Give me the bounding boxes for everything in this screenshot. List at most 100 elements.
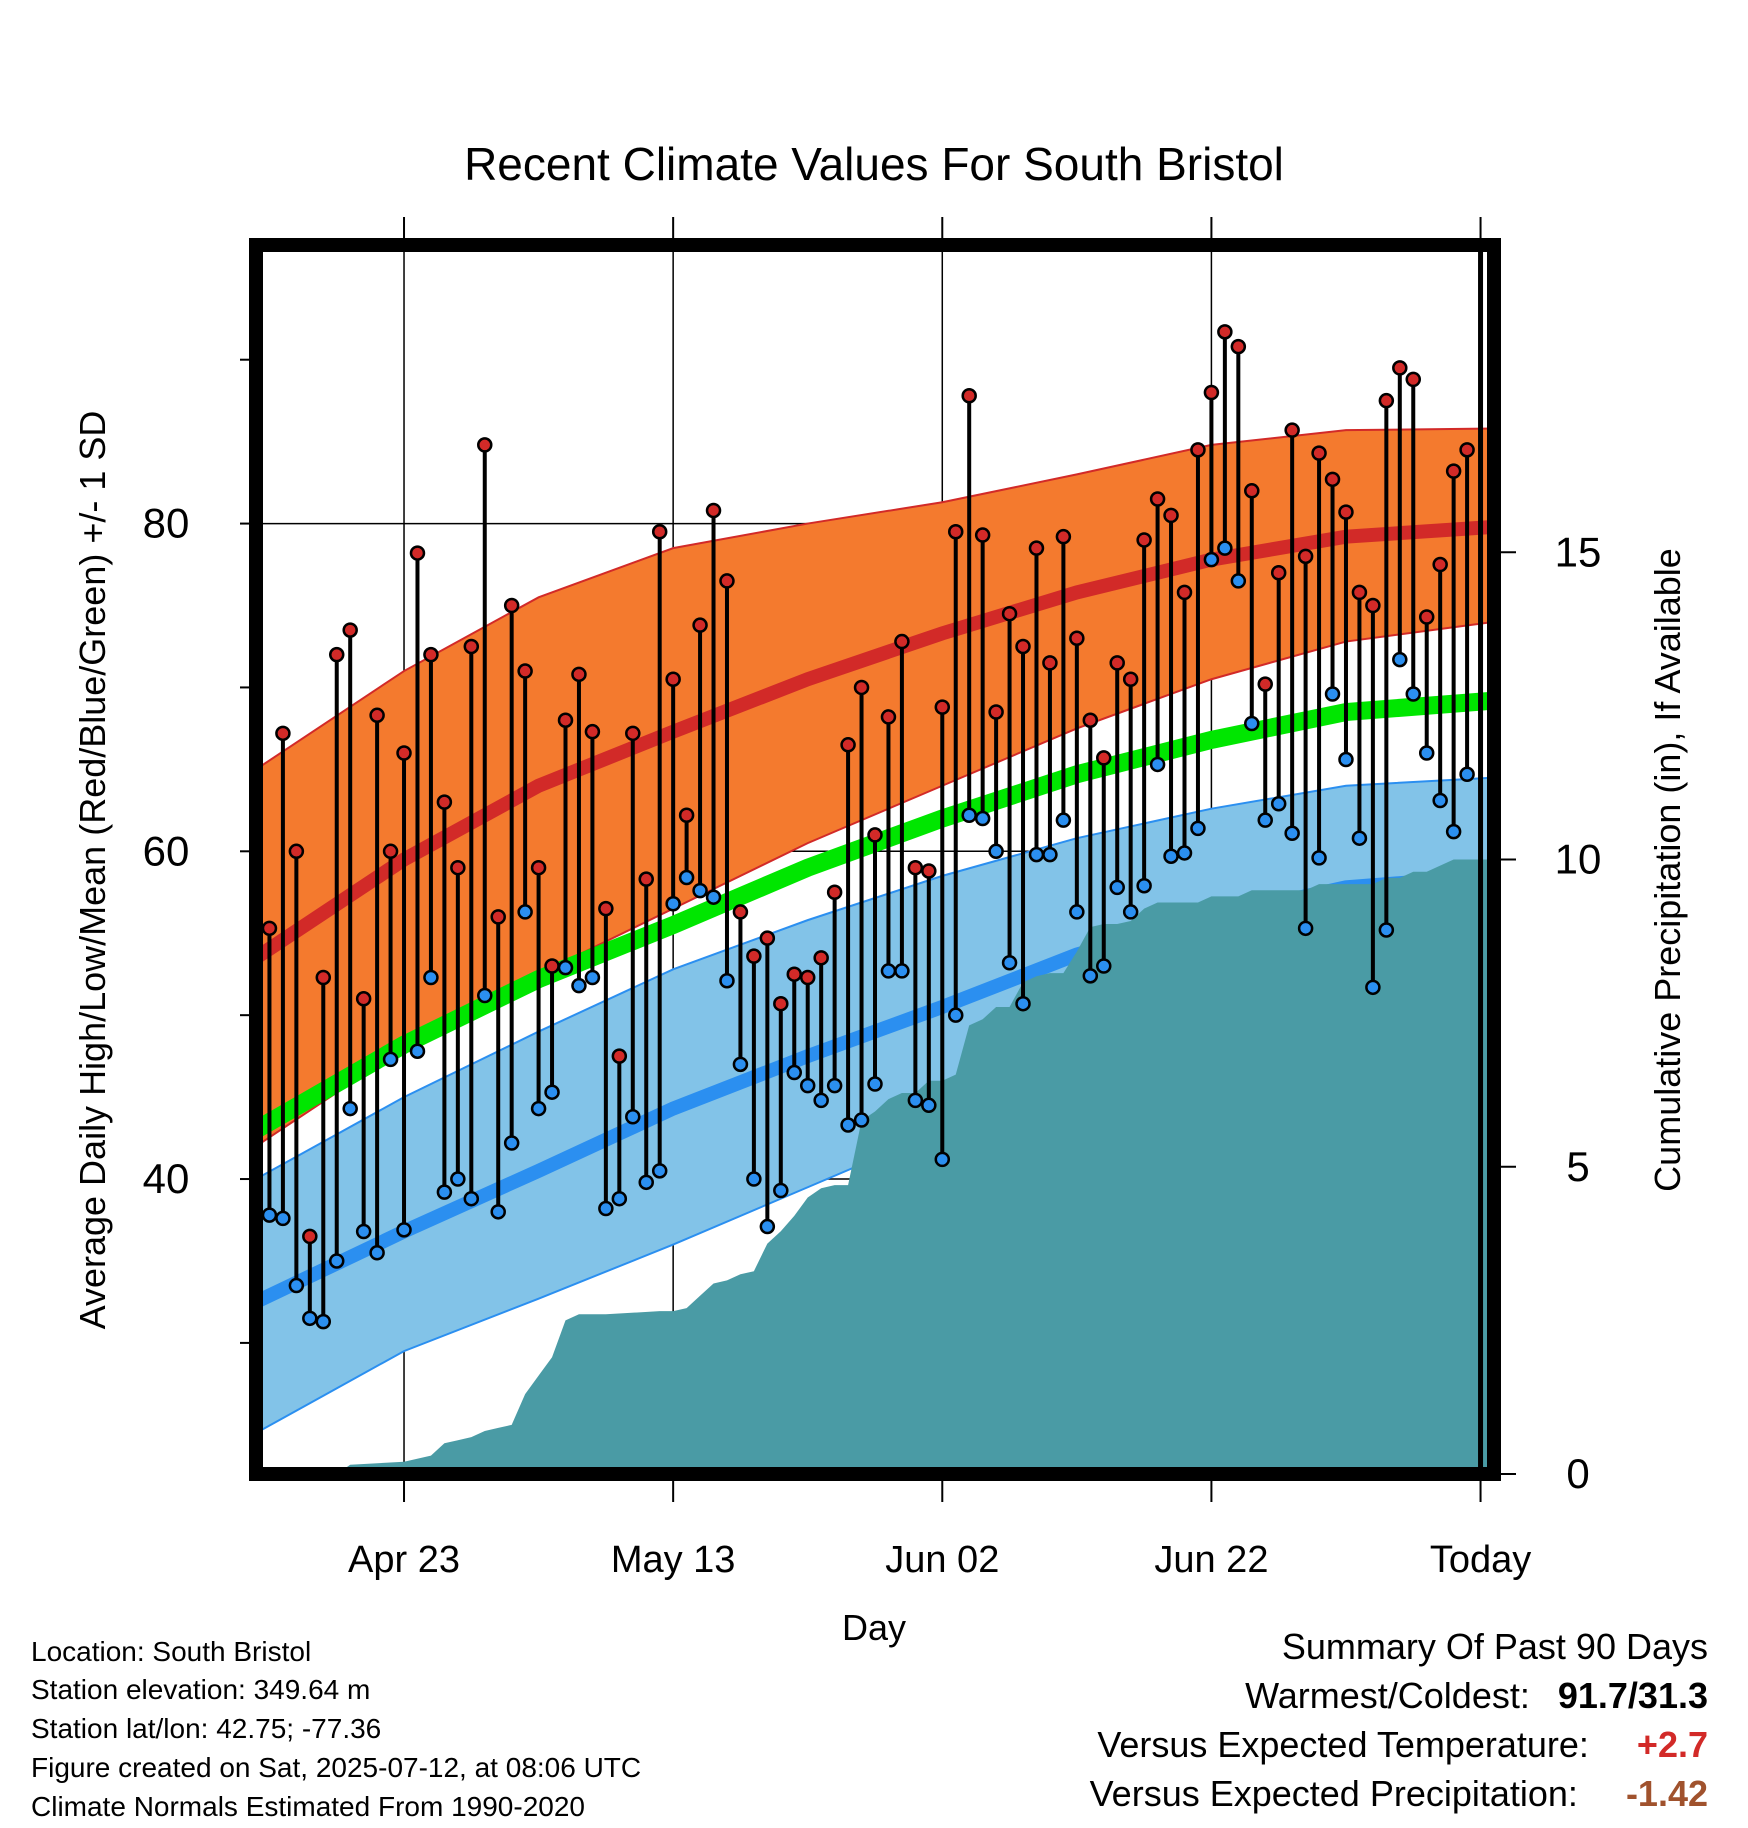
high-point xyxy=(1096,750,1112,766)
x-tick-label: Jun 22 xyxy=(1154,1539,1268,1581)
summary-temp-label: Versus Expected Temperature: xyxy=(1097,1724,1589,1765)
low-point xyxy=(1445,823,1462,840)
high-point xyxy=(490,909,506,925)
low-point xyxy=(1270,796,1287,812)
low-point xyxy=(1015,995,1031,1012)
high-point xyxy=(907,859,924,876)
high-point xyxy=(1028,540,1045,556)
high-point xyxy=(746,948,762,964)
low-point xyxy=(826,1077,843,1094)
low-point xyxy=(463,1190,480,1207)
summary-precip-value: -1.42 xyxy=(1625,1773,1708,1814)
high-point xyxy=(503,597,520,614)
low-point xyxy=(342,1100,358,1117)
low-point xyxy=(840,1117,856,1133)
low-point xyxy=(315,1313,332,1330)
low-point xyxy=(934,1151,951,1168)
high-point xyxy=(450,859,466,876)
low-point xyxy=(261,1207,278,1223)
high-point xyxy=(1459,442,1475,458)
high-sd-band-upper-edge xyxy=(256,427,1494,771)
high-point xyxy=(1109,655,1125,671)
y2-tick-label: 15 xyxy=(1555,528,1602,575)
low-point xyxy=(1055,812,1072,828)
x-axis-label: Day xyxy=(842,1607,906,1648)
high-point xyxy=(988,704,1004,720)
low-point xyxy=(1109,879,1125,896)
high-point xyxy=(315,969,332,986)
info-location: Location: South Bristol xyxy=(31,1636,312,1667)
low-point xyxy=(1297,920,1314,937)
summary-precip-label: Versus Expected Precipitation: xyxy=(1089,1773,1578,1814)
low-point xyxy=(732,1056,749,1073)
high-point xyxy=(1311,445,1327,461)
low-point xyxy=(1365,979,1381,996)
low-point xyxy=(813,1092,829,1109)
high-point xyxy=(1284,422,1300,438)
high-point xyxy=(867,827,883,843)
low-point xyxy=(544,1084,560,1100)
high-point xyxy=(921,863,937,879)
high-point xyxy=(705,502,722,519)
low-point xyxy=(450,1171,466,1187)
low-point xyxy=(921,1097,937,1114)
low-point xyxy=(1338,751,1354,768)
high-point xyxy=(544,958,560,974)
low-point xyxy=(584,969,601,986)
high-point xyxy=(302,1228,318,1245)
low-point xyxy=(705,889,722,905)
high-point xyxy=(732,904,749,920)
low-point xyxy=(1284,825,1300,842)
high-point xyxy=(799,969,816,986)
low-point xyxy=(678,869,695,886)
high-point xyxy=(261,920,278,937)
low-point xyxy=(1230,573,1247,589)
low-point xyxy=(894,963,910,979)
high-point xyxy=(625,725,641,742)
low-point xyxy=(477,987,493,1004)
high-point xyxy=(1163,507,1179,524)
low-point xyxy=(611,1190,628,1207)
low-point xyxy=(1257,812,1273,828)
high-point xyxy=(961,388,977,404)
high-point xyxy=(786,966,803,982)
low-point xyxy=(1244,715,1260,732)
low-point xyxy=(1149,756,1166,773)
y-tick-label: 60 xyxy=(143,827,190,874)
high-point xyxy=(1392,360,1408,376)
info-normals: Climate Normals Estimated From 1990-2020 xyxy=(31,1791,585,1822)
chart-title: Recent Climate Values For South Bristol xyxy=(464,138,1284,190)
high-point xyxy=(1176,584,1193,601)
low-point xyxy=(503,1135,520,1151)
summary-temp-value: +2.7 xyxy=(1636,1724,1708,1765)
low-point xyxy=(665,895,681,912)
high-point xyxy=(719,573,735,589)
low-point xyxy=(974,810,991,827)
low-point xyxy=(1378,922,1395,938)
high-point xyxy=(1069,630,1085,647)
high-point xyxy=(477,437,493,453)
low-point xyxy=(1069,904,1085,920)
high-point xyxy=(1324,471,1341,488)
low-point xyxy=(1096,958,1112,974)
low-point xyxy=(288,1277,305,1294)
high-point xyxy=(894,633,910,650)
y2-axis-label: Cumulative Precipitation (in), If Availa… xyxy=(1647,548,1688,1192)
low-point xyxy=(571,977,587,994)
low-point xyxy=(1190,820,1206,837)
high-point xyxy=(651,524,668,540)
high-point xyxy=(1338,504,1354,520)
high-point xyxy=(1203,384,1220,401)
high-point xyxy=(598,900,614,917)
low-point xyxy=(1392,651,1408,668)
y2-tick-label: 5 xyxy=(1566,1143,1589,1190)
low-point xyxy=(517,904,533,920)
high-point xyxy=(853,679,870,696)
low-point xyxy=(396,1222,412,1238)
high-point xyxy=(1270,564,1287,581)
low-point xyxy=(1042,846,1058,863)
low-point xyxy=(692,882,708,899)
low-point xyxy=(1082,968,1099,984)
low-point xyxy=(961,807,977,824)
summary-title: Summary Of Past 90 Days xyxy=(1281,1626,1708,1667)
